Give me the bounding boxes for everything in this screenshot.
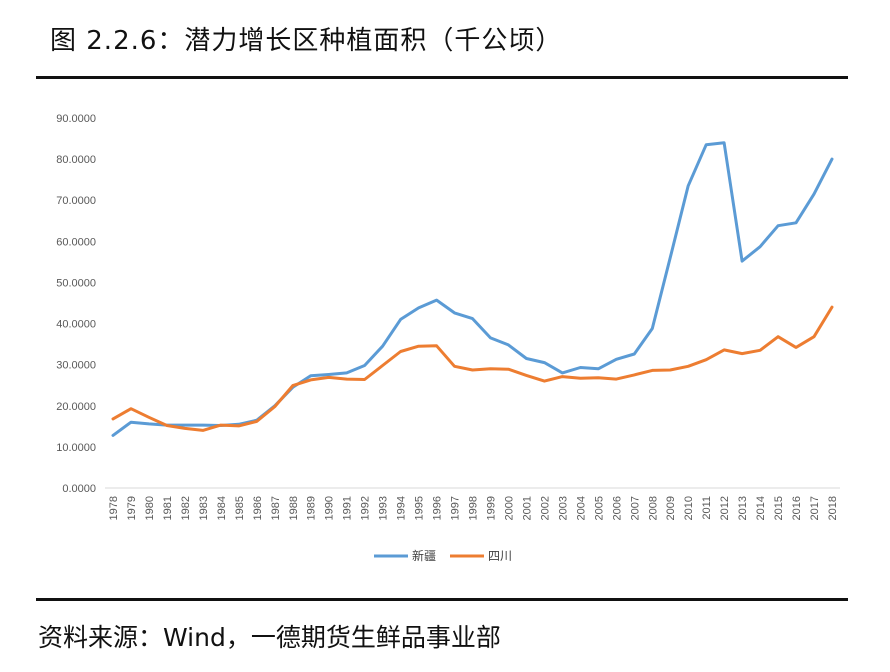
x-tick-label: 1997 — [450, 496, 462, 520]
x-tick-label: 1990 — [324, 496, 336, 520]
x-tick-label: 2012 — [719, 496, 731, 520]
x-tick-label: 1978 — [108, 496, 120, 520]
y-tick-label: 40.0000 — [56, 319, 96, 331]
x-tick-label: 1980 — [144, 496, 156, 520]
x-tick-label: 2016 — [791, 496, 803, 520]
x-tick-label: 2000 — [503, 496, 515, 520]
x-tick-label: 1991 — [342, 496, 354, 520]
x-tick-label: 2015 — [773, 496, 785, 520]
y-tick-label: 70.0000 — [56, 195, 96, 207]
y-tick-label: 20.0000 — [56, 401, 96, 413]
source-note: 资料来源：Wind，一德期货生鲜品事业部 — [38, 623, 501, 652]
x-tick-label: 1988 — [288, 496, 300, 520]
y-tick-label: 0.0000 — [62, 483, 96, 495]
y-tick-label: 90.0000 — [56, 113, 96, 125]
x-tick-label: 2011 — [701, 496, 713, 520]
x-tick-label: 2008 — [647, 496, 659, 520]
y-axis: 0.0000 10.0000 20.0000 30.0000 40.0000 50.000… — [56, 113, 96, 495]
x-tick-label: 1986 — [252, 496, 264, 520]
legend: 新疆 四川 — [374, 548, 512, 563]
x-tick-label: 2010 — [683, 496, 695, 520]
x-tick-label: 2006 — [611, 496, 623, 520]
legend-label: 四川 — [488, 549, 512, 563]
x-tick-label: 1995 — [414, 496, 426, 520]
x-tick-label: 2007 — [629, 496, 641, 520]
series-line-sichuan — [111, 305, 834, 432]
line-chart: 0.0000 10.0000 20.0000 30.0000 40.0000 50.000… — [56, 113, 840, 563]
legend-label: 新疆 — [412, 548, 436, 563]
y-tick-label: 60.0000 — [56, 236, 96, 248]
x-tick-label: 1998 — [468, 496, 480, 520]
top-rule — [36, 76, 848, 79]
x-tick-label: 2005 — [593, 496, 605, 520]
x-tick-label: 2018 — [827, 496, 839, 520]
x-tick-label: 2017 — [809, 496, 821, 520]
x-tick-label: 1996 — [432, 496, 444, 520]
series-lines — [111, 141, 834, 437]
x-tick-label: 1983 — [198, 496, 210, 520]
x-tick-label: 1987 — [270, 496, 282, 520]
x-tick-label: 2001 — [521, 496, 533, 520]
chart-title: 图 2.2.6：潜力增长区种植面积（千公顷） — [50, 26, 563, 56]
x-tick-label: 1979 — [126, 496, 138, 520]
x-tick-label: 1981 — [162, 496, 174, 520]
x-tick-label: 1984 — [216, 496, 228, 520]
x-tick-label: 1992 — [360, 496, 372, 520]
x-tick-label: 1985 — [234, 496, 246, 520]
x-tick-label: 1994 — [396, 496, 408, 520]
x-tick-label: 2003 — [557, 496, 569, 520]
x-tick-label: 2004 — [575, 496, 587, 520]
y-tick-label: 10.0000 — [56, 442, 96, 454]
y-tick-label: 80.0000 — [56, 154, 96, 166]
x-tick-label: 2009 — [665, 496, 677, 520]
x-tick-label: 2014 — [755, 496, 767, 520]
series-line-xinjiang — [111, 141, 834, 437]
x-tick-label: 1999 — [485, 496, 497, 520]
x-tick-label: 2002 — [539, 496, 551, 520]
x-tick-label: 2013 — [737, 496, 749, 520]
x-tick-label: 1989 — [306, 496, 318, 520]
x-tick-label: 1993 — [378, 496, 390, 520]
x-tick-label: 1982 — [180, 496, 192, 520]
bottom-rule — [36, 598, 848, 601]
x-axis: 1978 1979 1980 1981 1982 1983 1984 1985 1986 1987… — [105, 487, 840, 520]
y-tick-label: 50.0000 — [56, 277, 96, 289]
y-tick-label: 30.0000 — [56, 360, 96, 372]
